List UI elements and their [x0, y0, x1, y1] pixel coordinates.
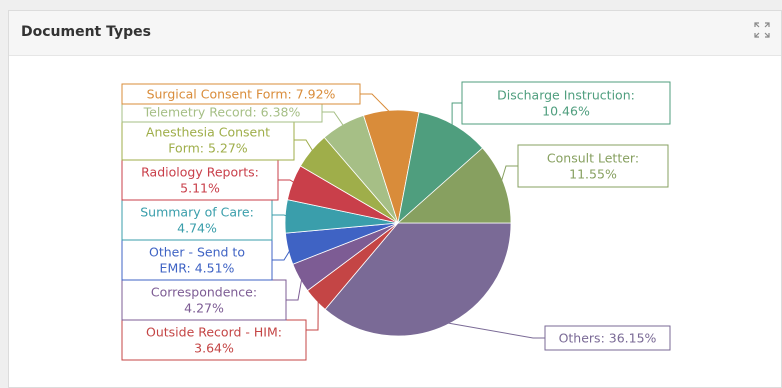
data-label: 4.74%	[177, 221, 217, 236]
expand-arrows-icon[interactable]	[753, 21, 771, 39]
data-label-box	[517, 144, 669, 188]
pie-slice[interactable]	[397, 111, 484, 225]
leader-line	[451, 102, 462, 128]
leader-line	[278, 179, 296, 184]
data-label: Others: 36.15%	[559, 331, 657, 346]
data-label: Form: 5.27%	[168, 141, 248, 156]
data-label: Radiology Reports:	[141, 165, 259, 180]
data-label: Other - Send to	[149, 245, 245, 260]
data-label: 5.11%	[180, 181, 220, 196]
leader-line	[322, 111, 345, 128]
data-label-box	[461, 81, 671, 125]
data-label-box	[544, 325, 671, 351]
data-label: 10.46%	[542, 104, 590, 119]
data-label-box	[121, 159, 279, 201]
data-label: Telemetry Record: 6.38%	[143, 105, 301, 120]
pie-slice[interactable]	[396, 147, 512, 224]
leader-line	[444, 321, 545, 339]
leader-line	[500, 165, 518, 185]
leader-line	[306, 298, 319, 331]
panel-title: Document Types	[21, 24, 151, 40]
data-label: 11.55%	[569, 167, 617, 182]
data-label-box	[121, 279, 287, 321]
data-label-box	[121, 319, 307, 361]
data-label-box	[121, 119, 295, 161]
panel-header: Document Types	[9, 11, 781, 56]
data-label: Discharge Instruction:	[497, 88, 635, 103]
leader-line	[272, 247, 292, 261]
data-label: Consult Letter:	[547, 151, 639, 166]
data-label: 3.64%	[194, 341, 234, 356]
data-label: EMR: 4.51%	[160, 261, 235, 276]
leader-line	[294, 139, 315, 154]
data-label: Anesthesia Consent	[146, 125, 270, 140]
data-label: Surgical Consent Form: 7.92%	[147, 87, 336, 102]
leader-line	[272, 214, 289, 217]
leader-line	[360, 93, 392, 114]
data-label-box	[121, 83, 361, 105]
data-label-box	[121, 199, 273, 241]
leader-line	[286, 276, 303, 301]
data-label: Summary of Care:	[140, 205, 254, 220]
data-label: Outside Record - HIM:	[146, 325, 282, 340]
pie-slice[interactable]	[324, 222, 512, 337]
data-label: Correspondence:	[151, 285, 257, 300]
data-label-box	[121, 239, 273, 281]
data-label: 4.27%	[184, 301, 224, 316]
